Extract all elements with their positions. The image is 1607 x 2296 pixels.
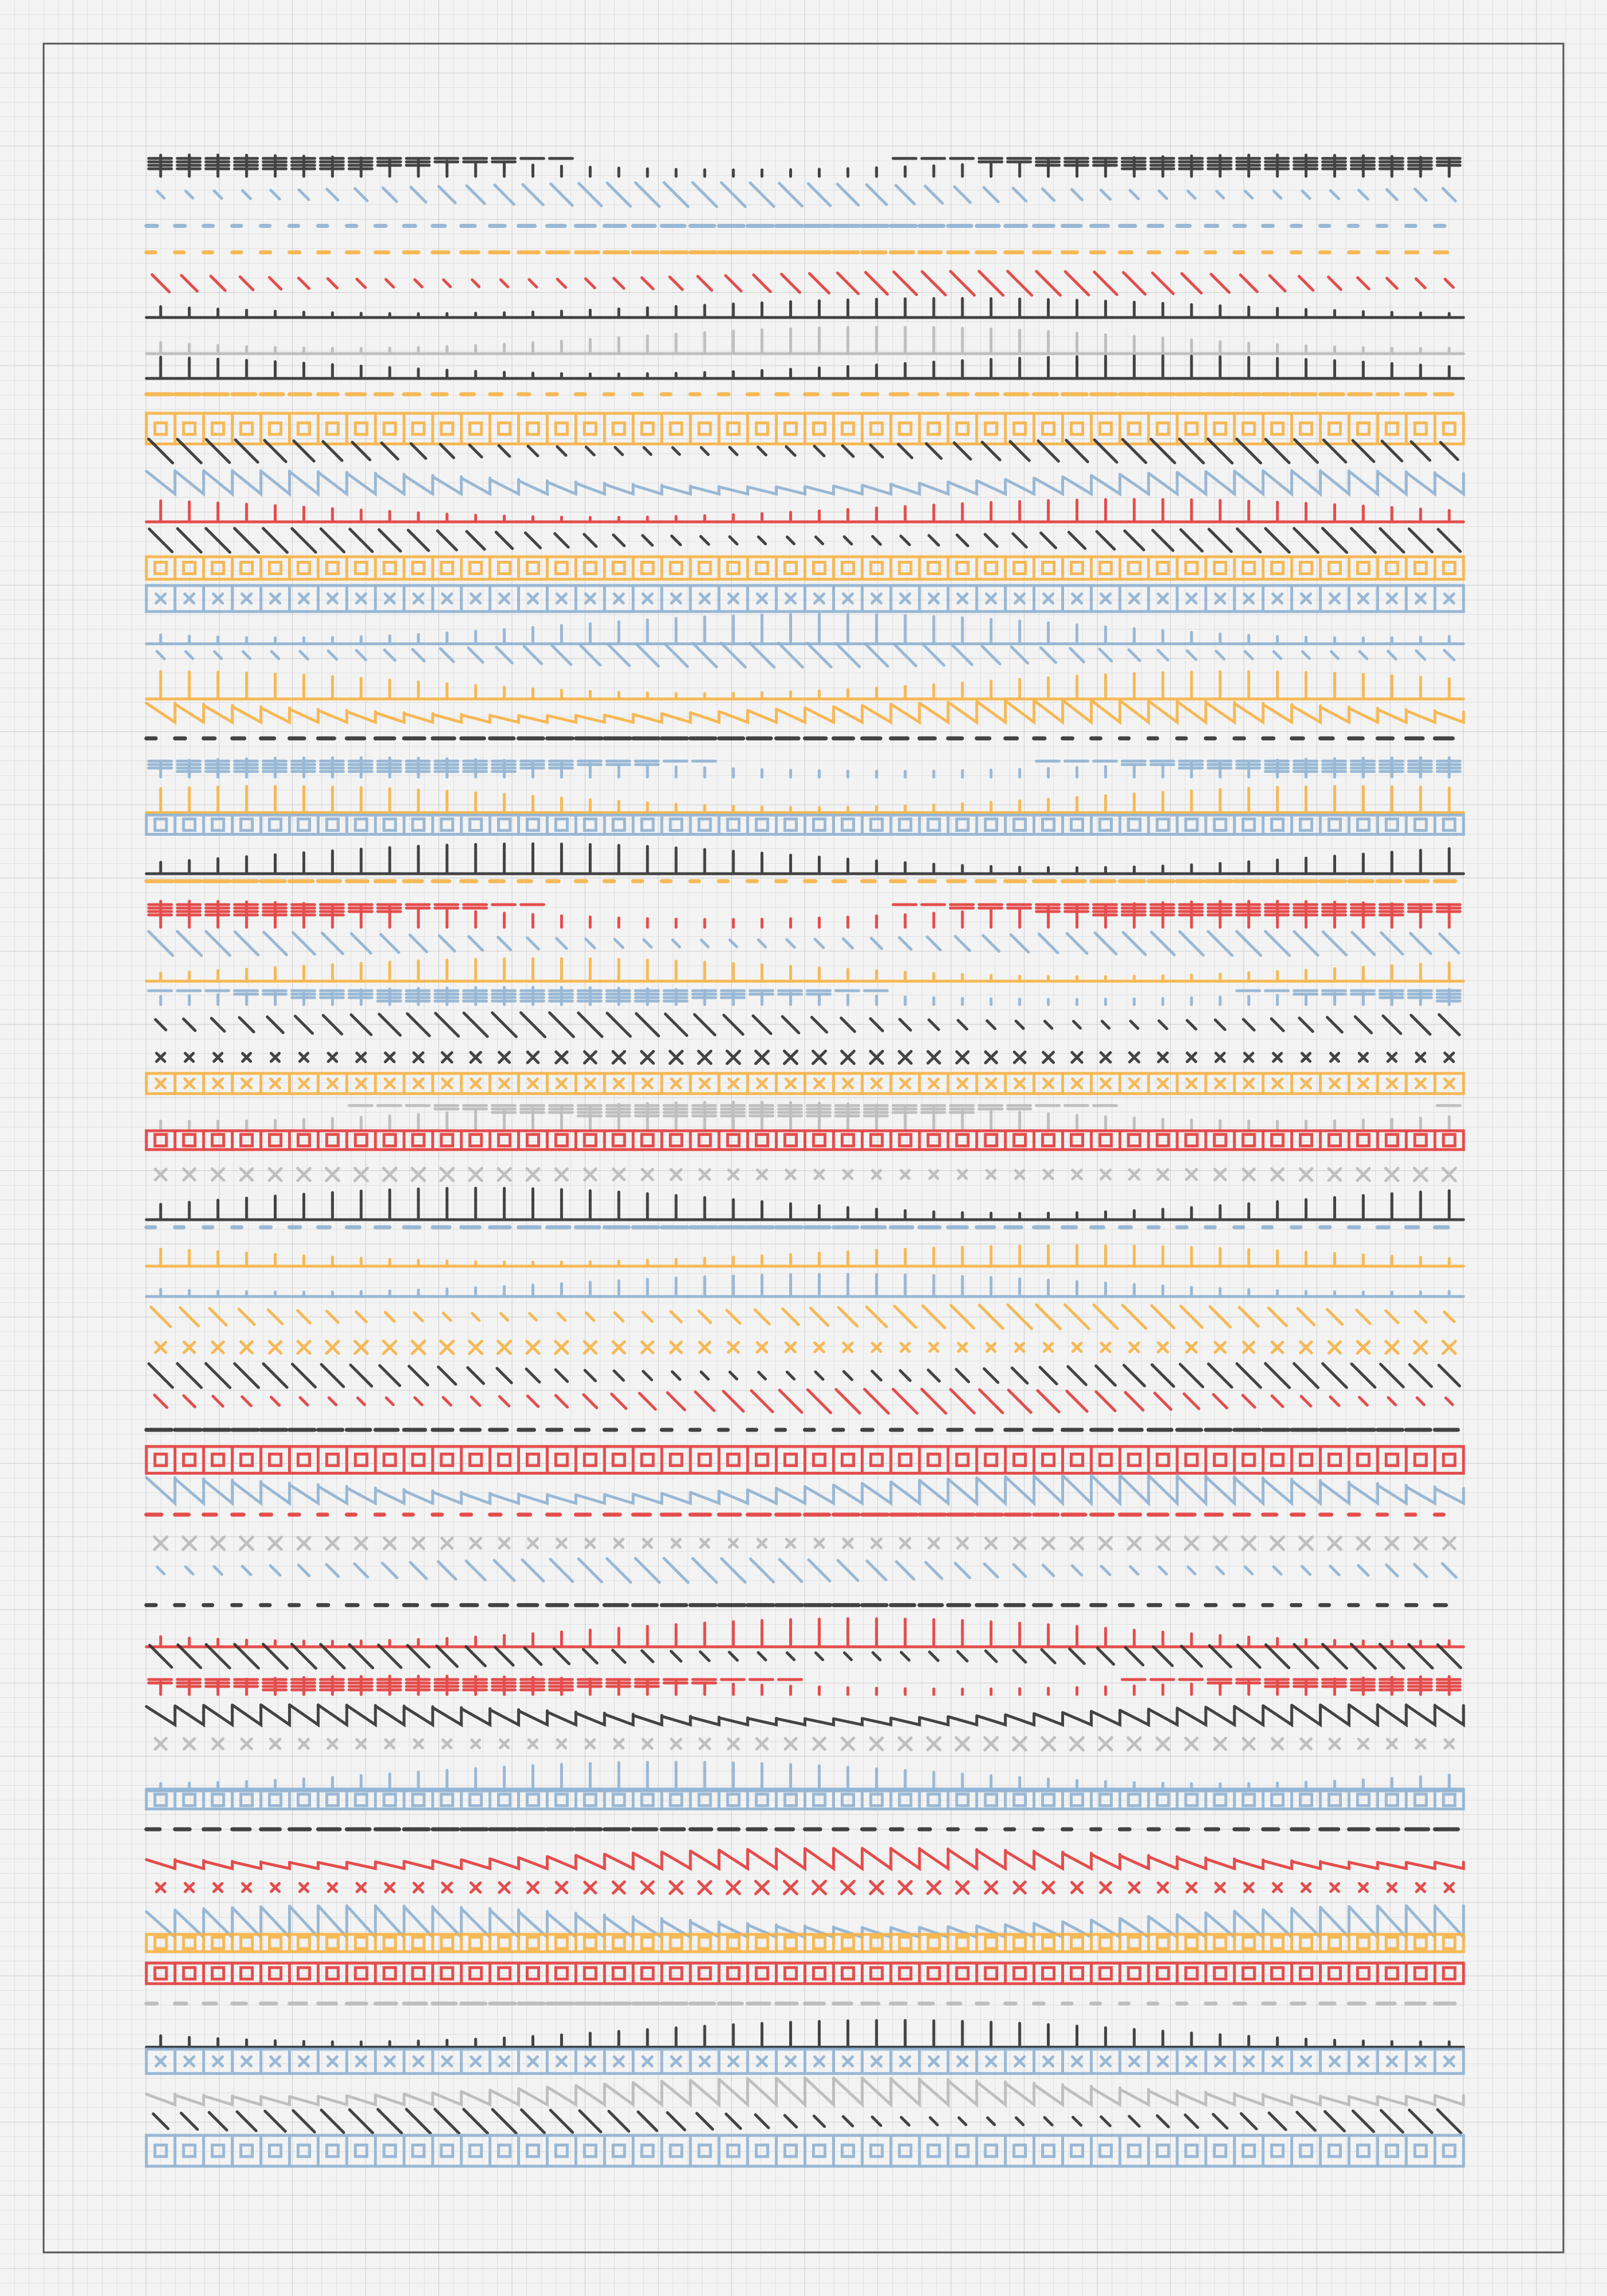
stitch-row	[145, 354, 1465, 380]
stitch-row	[145, 584, 1465, 613]
stitch-row	[155, 1049, 1455, 1065]
stitch-row	[156, 1557, 1458, 1584]
stitch-row	[153, 1387, 1454, 1415]
stitch-row	[145, 498, 1465, 523]
stitch-row	[145, 1273, 1465, 1298]
stitch-row	[156, 181, 1457, 208]
stitch-row	[145, 1847, 1465, 1872]
stitch-row	[155, 641, 1456, 669]
stitch-row	[153, 1535, 1457, 1552]
stitch-row	[145, 1703, 1465, 1728]
stitch-row	[145, 1244, 1465, 1268]
stitch-row	[145, 1961, 1465, 1985]
stitch-row	[147, 437, 1460, 465]
stitch-row	[153, 1166, 1457, 1182]
stitch-row	[154, 1011, 1461, 1038]
stitch-row	[145, 1129, 1465, 1151]
stitch-row	[152, 2108, 1462, 2135]
stitch-row	[147, 899, 1462, 929]
stitch-row	[147, 1362, 1461, 1389]
stitch-row	[147, 986, 1462, 1006]
stitch-row	[153, 1736, 1455, 1752]
stitch-row	[145, 325, 1465, 355]
stitch-row	[145, 2076, 1465, 2108]
stitch-row	[145, 1445, 1465, 1475]
stitch-rows	[144, 153, 1465, 2168]
stitch-row	[145, 469, 1465, 497]
stitch-row	[145, 1789, 1465, 1811]
stitch-row	[145, 1760, 1465, 1791]
stitch-row	[159, 1100, 1462, 1131]
stitch-row	[154, 1339, 1457, 1355]
stitch-row	[145, 957, 1465, 983]
stitch-row	[145, 813, 1465, 836]
stitch-row	[147, 1674, 1462, 1696]
stitch-row	[147, 756, 1462, 779]
stitch-row	[147, 930, 1461, 957]
stitch-row	[145, 1473, 1465, 1507]
stitch-row	[145, 1072, 1465, 1095]
stitch-row	[145, 699, 1465, 726]
stitch-row	[150, 270, 1455, 297]
stitch-row	[148, 1642, 1462, 1670]
stitch-row	[145, 555, 1465, 581]
stitch-row	[145, 842, 1465, 875]
stitch-row	[145, 2047, 1465, 2075]
stitch-row	[155, 1879, 1455, 1895]
stitch-row	[145, 297, 1465, 319]
stitch-row	[145, 1933, 1465, 1953]
stitch-row	[145, 612, 1465, 646]
stitch-row	[147, 526, 1462, 554]
stitch-row	[145, 2019, 1465, 2049]
stitch-row	[145, 785, 1465, 815]
stitch-row	[145, 2134, 1465, 2168]
stitch-row	[147, 153, 1462, 178]
stitch-row	[145, 1186, 1465, 1221]
stitch-row	[145, 1617, 1465, 1649]
frame	[42, 42, 1565, 2254]
stitch-row	[145, 412, 1465, 445]
stitch-row	[145, 670, 1465, 701]
stitch-row	[149, 1303, 1456, 1331]
